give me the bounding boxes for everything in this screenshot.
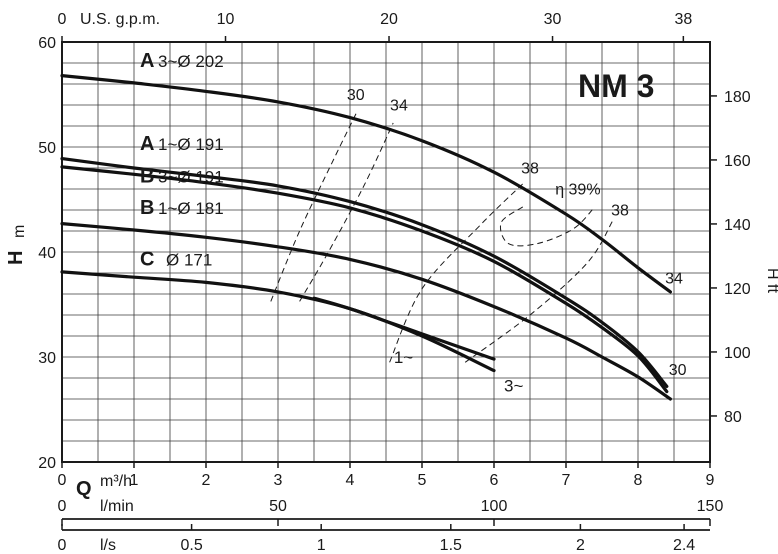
- performance-curve-5: [312, 296, 496, 361]
- curve-letter-1: A: [140, 133, 154, 155]
- x-tick-label: 0: [58, 472, 67, 489]
- ls-axis-unit: l/s: [100, 537, 116, 554]
- q-axis-unit: m³/h: [100, 473, 132, 490]
- ls-tick-label: 1.5: [440, 537, 462, 554]
- hft-axis-label: H ft: [764, 268, 778, 293]
- plot-frame: [61, 41, 711, 463]
- usgpm-tick-label: 10: [217, 11, 235, 28]
- hft-tick-label: 140: [724, 217, 751, 234]
- hft-tick-label: 100: [724, 345, 751, 362]
- efficiency-label: 30: [669, 362, 687, 379]
- x-tick-label: 5: [418, 472, 427, 489]
- usgpm-tick-label: 38: [674, 11, 692, 28]
- usgpm-tick-label: 30: [544, 11, 562, 28]
- curve-letter-4: C: [140, 249, 154, 271]
- curve-letter-2: B: [140, 166, 154, 188]
- h-axis-label: H: [5, 251, 27, 265]
- usgpm-axis-unit: U.S. g.p.m.: [80, 11, 160, 28]
- curve-spec-4: Ø 171: [166, 251, 212, 270]
- x-tick-label: 7: [562, 472, 571, 489]
- efficiency-label: 38: [611, 202, 629, 219]
- x-tick-label: 9: [706, 472, 715, 489]
- y-tick-label: 20: [38, 455, 56, 472]
- y-tick-label: 30: [38, 350, 56, 367]
- hft-tick-label: 120: [724, 281, 751, 298]
- ls-tick-label: 0.5: [180, 537, 202, 554]
- curve-letter-3: B: [140, 197, 154, 219]
- efficiency-label: 34: [390, 97, 408, 114]
- x-tick-label: 2: [202, 472, 211, 489]
- grid: [62, 42, 710, 462]
- hft-tick-label: 80: [724, 409, 742, 426]
- performance-curve-2: [60, 165, 669, 394]
- hft-tick-label: 160: [724, 153, 751, 170]
- curve-letter-0: A: [140, 50, 154, 72]
- hft-tick-label: 180: [724, 89, 751, 106]
- efficiency-peak-label: η 39%: [555, 181, 600, 198]
- curve-spec-3: 1~Ø 181: [158, 199, 224, 218]
- lmin-tick-label: 50: [269, 498, 287, 515]
- efficiency-curve-38: [464, 220, 614, 363]
- phase-label: 3~: [504, 376, 523, 395]
- ls-tick-label: 2.4: [673, 537, 695, 554]
- ls-tick-label: 0: [58, 537, 67, 554]
- curve-spec-2: 3~Ø 191: [158, 168, 224, 187]
- phase-label: 1~: [394, 348, 413, 367]
- x-tick-label: 4: [346, 472, 355, 489]
- efficiency-label: 34: [665, 271, 683, 288]
- efficiency-peak-curve: [499, 206, 596, 247]
- h-axis-unit: m: [11, 225, 28, 238]
- performance-curve-3: [60, 222, 672, 401]
- performance-curve-4: [60, 270, 496, 373]
- y-tick-label: 40: [38, 245, 56, 262]
- efficiency-curves: η 39% 30 34 38 38 34 30: [270, 87, 687, 379]
- usgpm-tick-label: 20: [380, 11, 398, 28]
- x-tick-label: 8: [634, 472, 643, 489]
- x-tick-label: 3: [274, 472, 283, 489]
- lmin-tick-label: 0: [58, 498, 67, 515]
- performance-curve-0: [60, 74, 672, 294]
- ls-tick-label: 1: [317, 537, 326, 554]
- x-tick-label: 6: [490, 472, 499, 489]
- lmin-axis-unit: l/min: [100, 498, 134, 515]
- usgpm-tick-label: 0: [58, 11, 67, 28]
- curve-spec-0: 3~Ø 202: [158, 52, 224, 71]
- ls-tick-label: 2: [576, 537, 585, 554]
- y-tick-label: 60: [38, 35, 56, 52]
- efficiency-label: 38: [521, 160, 539, 177]
- lmin-tick-label: 100: [481, 498, 508, 515]
- lmin-tick-label: 150: [697, 498, 724, 515]
- efficiency-curve-34: [299, 122, 394, 302]
- curve-spec-1: 1~Ø 191: [158, 135, 224, 154]
- efficiency-label: 30: [347, 87, 365, 104]
- x-tick-label: 1: [130, 472, 139, 489]
- y-tick-label: 50: [38, 140, 56, 157]
- model-label: NM 3: [578, 68, 654, 104]
- q-axis-label: Q: [76, 478, 92, 500]
- performance-curve-1: [60, 157, 669, 388]
